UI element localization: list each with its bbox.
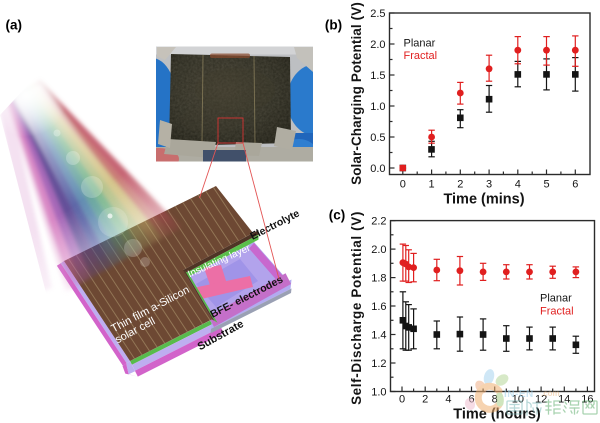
svg-text:Fractal: Fractal xyxy=(404,50,438,62)
svg-text:1.0: 1.0 xyxy=(370,101,385,113)
svg-text:0.0: 0.0 xyxy=(370,163,385,175)
svg-text:1: 1 xyxy=(429,179,435,191)
svg-text:0: 0 xyxy=(400,179,406,191)
svg-text:0: 0 xyxy=(399,394,405,406)
svg-text:1.2: 1.2 xyxy=(371,358,386,370)
svg-text:Planar: Planar xyxy=(404,38,436,50)
svg-text:(b): (b) xyxy=(325,18,342,33)
svg-text:Solar-Charging Potential (V): Solar-Charging Potential (V) xyxy=(349,2,364,185)
svg-text:2.5: 2.5 xyxy=(370,8,385,20)
svg-text:2: 2 xyxy=(422,394,428,406)
svg-text:2.0: 2.0 xyxy=(370,39,385,51)
svg-text:2: 2 xyxy=(457,179,463,191)
svg-text:3: 3 xyxy=(486,179,492,191)
svg-text:(a): (a) xyxy=(6,18,23,33)
svg-text:0.5: 0.5 xyxy=(370,132,385,144)
svg-text:16: 16 xyxy=(581,394,593,406)
svg-text:14: 14 xyxy=(558,394,570,406)
svg-text:Time (mins): Time (mins) xyxy=(443,192,524,208)
svg-text:1.6: 1.6 xyxy=(371,301,386,313)
svg-text:1.4: 1.4 xyxy=(371,329,386,341)
svg-text:Self-Discharge Potential (V): Self-Discharge Potential (V) xyxy=(349,211,364,405)
svg-text:4: 4 xyxy=(515,179,521,191)
svg-text:6: 6 xyxy=(572,179,578,191)
svg-text:1.0: 1.0 xyxy=(371,386,386,398)
svg-text:1.5: 1.5 xyxy=(370,70,385,82)
svg-text:IN-EN: IN-EN xyxy=(504,389,534,400)
svg-text:Planar: Planar xyxy=(540,293,572,305)
svg-text:(c): (c) xyxy=(329,208,346,223)
svg-text:10: 10 xyxy=(512,394,524,406)
svg-text:5: 5 xyxy=(543,179,549,191)
svg-text:4: 4 xyxy=(445,394,451,406)
svg-text:.com: .com xyxy=(541,389,560,398)
svg-text:Fractal: Fractal xyxy=(540,306,574,318)
svg-text:2.0: 2.0 xyxy=(371,244,386,256)
svg-text:1.8: 1.8 xyxy=(371,272,386,284)
svg-text:2.2: 2.2 xyxy=(371,215,386,227)
svg-text:8: 8 xyxy=(492,394,498,406)
